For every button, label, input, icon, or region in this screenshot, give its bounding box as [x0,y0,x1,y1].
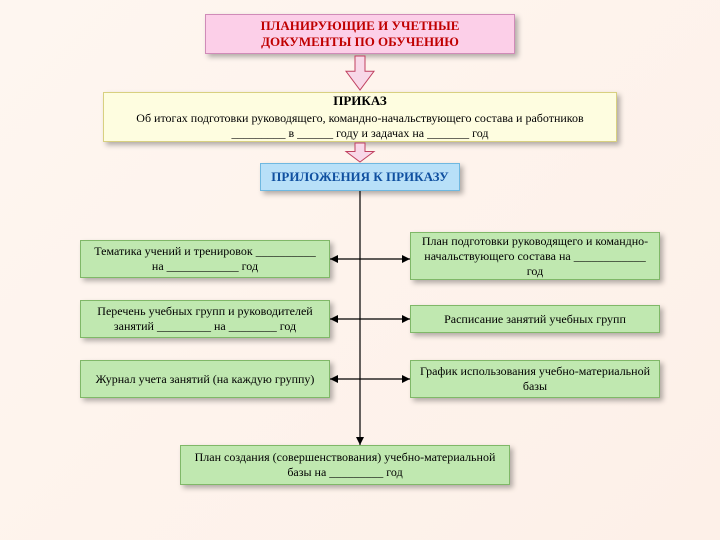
order-heading: ПРИКАЗ [333,93,387,109]
leaf-left-1: Перечень учебных групп и руководителей з… [80,300,330,338]
leaf-text: Журнал учета занятий (на каждую группу) [96,372,315,387]
leaf-text: Тематика учений и тренировок __________ … [89,244,321,274]
leaf-right-0: План подготовки руководящего и командно-… [410,232,660,280]
leaf-bottom: План создания (совершенствования) учебно… [180,445,510,485]
title-text: ПЛАНИРУЮЩИЕ И УЧЕТНЫЕ ДОКУМЕНТЫ ПО ОБУЧЕ… [214,18,506,51]
leaf-text: Перечень учебных групп и руководителей з… [89,304,321,334]
leaf-text: План создания (совершенствования) учебно… [189,450,501,480]
leaf-left-0: Тематика учений и тренировок __________ … [80,240,330,278]
title-box: ПЛАНИРУЮЩИЕ И УЧЕТНЫЕ ДОКУМЕНТЫ ПО ОБУЧЕ… [205,14,515,54]
leaf-right-2: График использования учебно-материальной… [410,360,660,398]
leaf-right-1: Расписание занятий учебных групп [410,305,660,333]
leaf-text: График использования учебно-материальной… [419,364,651,394]
order-box: ПРИКАЗ Об итогах подготовки руководящего… [103,92,617,142]
leaf-text: План подготовки руководящего и командно-… [419,234,651,279]
attachments-text: ПРИЛОЖЕНИЯ К ПРИКАЗУ [271,169,448,185]
leaf-text: Расписание занятий учебных групп [444,312,626,327]
attachments-box: ПРИЛОЖЕНИЯ К ПРИКАЗУ [260,163,460,191]
order-body: Об итогах подготовки руководящего, коман… [112,111,608,141]
leaf-left-2: Журнал учета занятий (на каждую группу) [80,360,330,398]
